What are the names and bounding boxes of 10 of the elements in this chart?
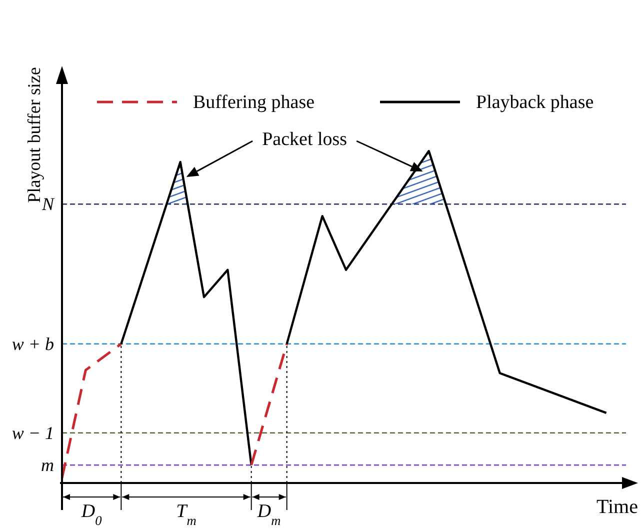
text: D$_{m}$ [256, 501, 282, 528]
ref-line-label: m [41, 455, 54, 476]
x-axis-title: Time [596, 496, 638, 518]
ref-line-label: w + b [12, 334, 54, 354]
ref-line-label: w − 1 [12, 422, 54, 443]
text: D$_{0}$ [80, 501, 102, 528]
legend-label: Playback phase [476, 92, 594, 113]
text: Packet loss [262, 129, 348, 150]
text: T$_{m}$ [176, 501, 197, 528]
legend-label: Buffering phase [193, 92, 315, 113]
